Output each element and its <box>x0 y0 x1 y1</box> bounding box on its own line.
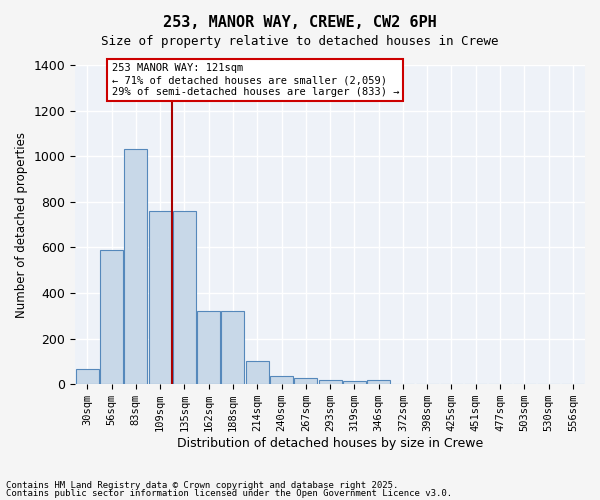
Bar <box>319 380 341 384</box>
Bar <box>367 380 390 384</box>
Bar <box>173 211 196 384</box>
Bar <box>270 376 293 384</box>
Bar <box>294 378 317 384</box>
Bar <box>343 382 366 384</box>
Bar <box>76 370 99 384</box>
Bar <box>124 150 148 384</box>
Text: 253, MANOR WAY, CREWE, CW2 6PH: 253, MANOR WAY, CREWE, CW2 6PH <box>163 15 437 30</box>
Bar <box>197 312 220 384</box>
X-axis label: Distribution of detached houses by size in Crewe: Distribution of detached houses by size … <box>177 437 483 450</box>
Text: 253 MANOR WAY: 121sqm
← 71% of detached houses are smaller (2,059)
29% of semi-d: 253 MANOR WAY: 121sqm ← 71% of detached … <box>112 64 399 96</box>
Text: Contains public sector information licensed under the Open Government Licence v3: Contains public sector information licen… <box>6 488 452 498</box>
Bar <box>149 211 172 384</box>
Bar <box>246 362 269 384</box>
Text: Contains HM Land Registry data © Crown copyright and database right 2025.: Contains HM Land Registry data © Crown c… <box>6 481 398 490</box>
Y-axis label: Number of detached properties: Number of detached properties <box>15 132 28 318</box>
Text: Size of property relative to detached houses in Crewe: Size of property relative to detached ho… <box>101 35 499 48</box>
Bar <box>100 250 123 384</box>
Bar <box>221 312 244 384</box>
